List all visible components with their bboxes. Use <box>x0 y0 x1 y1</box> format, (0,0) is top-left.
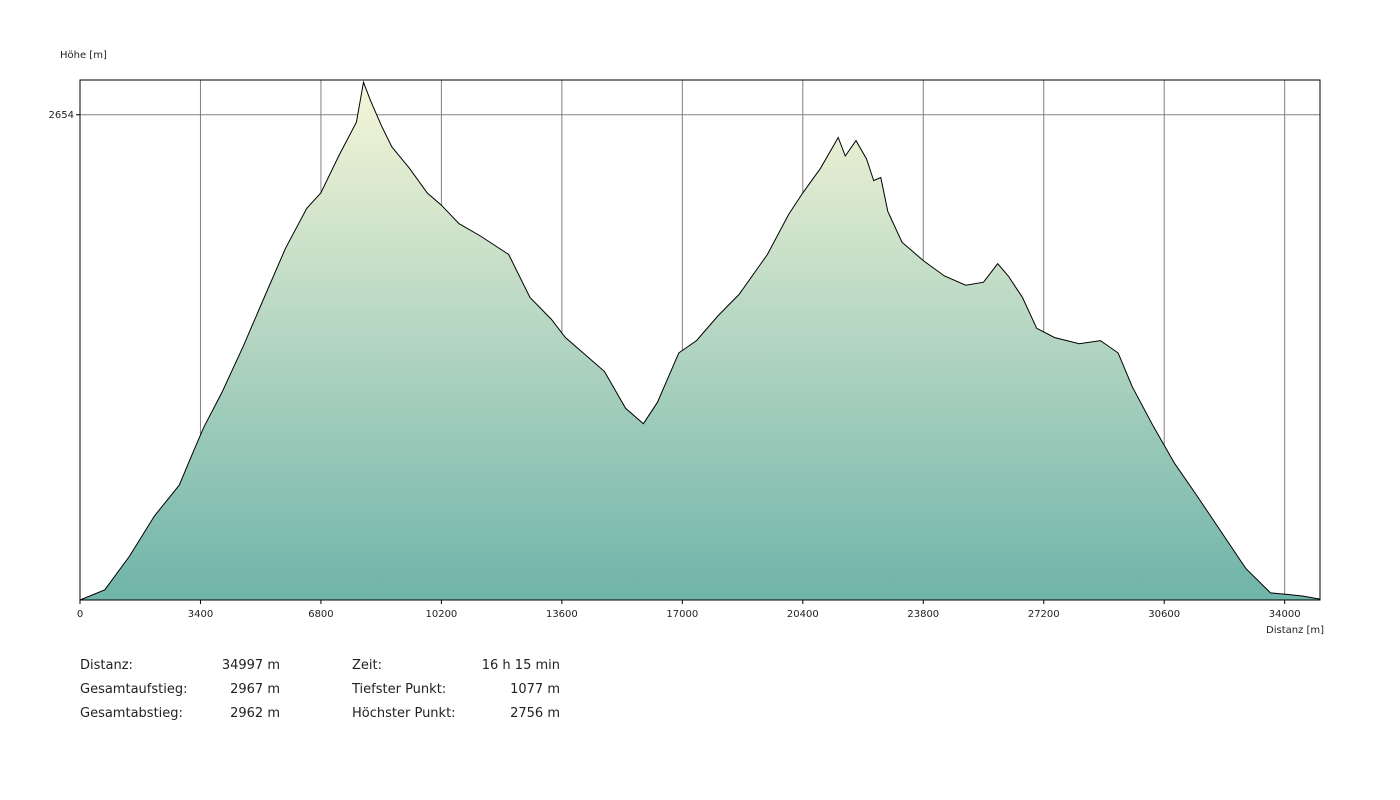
stat-ascent-value: 2967 m <box>230 682 280 697</box>
x-tick-label: 34000 <box>1269 609 1301 620</box>
x-tick-label: 17000 <box>666 609 698 620</box>
x-tick-label: 27200 <box>1028 609 1060 620</box>
y-axis-ticks: 2654 <box>49 110 80 121</box>
y-tick-label: 2654 <box>49 110 74 121</box>
stat-highest-label: Höchster Punkt: <box>352 706 456 721</box>
stat-lowest-value: 1077 m <box>510 682 560 697</box>
stat-time-value: 16 h 15 min <box>481 658 560 673</box>
x-tick-label: 0 <box>77 609 83 620</box>
stat-ascent-label: Gesamtaufstieg: <box>80 682 188 697</box>
x-tick-label: 10200 <box>425 609 457 620</box>
x-tick-label: 23800 <box>907 609 939 620</box>
x-tick-label: 13600 <box>546 609 578 620</box>
stat-highest-value: 2756 m <box>510 706 560 721</box>
stat-distance-value: 34997 m <box>221 658 280 673</box>
stat-time-label: Zeit: <box>352 658 382 673</box>
stat-distance-label: Distanz: <box>80 658 133 673</box>
y-axis-title: Höhe [m] <box>60 50 107 61</box>
x-axis-title: Distanz [m] <box>1266 625 1325 636</box>
stat-lowest-label: Tiefster Punkt: <box>352 682 447 697</box>
stat-descent-value: 2962 m <box>230 706 280 721</box>
x-tick-label: 30600 <box>1148 609 1180 620</box>
x-tick-label: 3400 <box>188 609 213 620</box>
x-tick-label: 20400 <box>787 609 819 620</box>
x-axis-ticks: 0 3400 6800 10200 13600 17000 20400 23800 27200 3… <box>77 600 1301 620</box>
elevation-line <box>79 80 1321 601</box>
stat-descent-label: Gesamtabstieg: <box>80 706 183 721</box>
x-tick-label: 6800 <box>308 609 333 620</box>
plot-frame <box>79 79 1321 601</box>
elevation-area <box>80 82 1320 600</box>
